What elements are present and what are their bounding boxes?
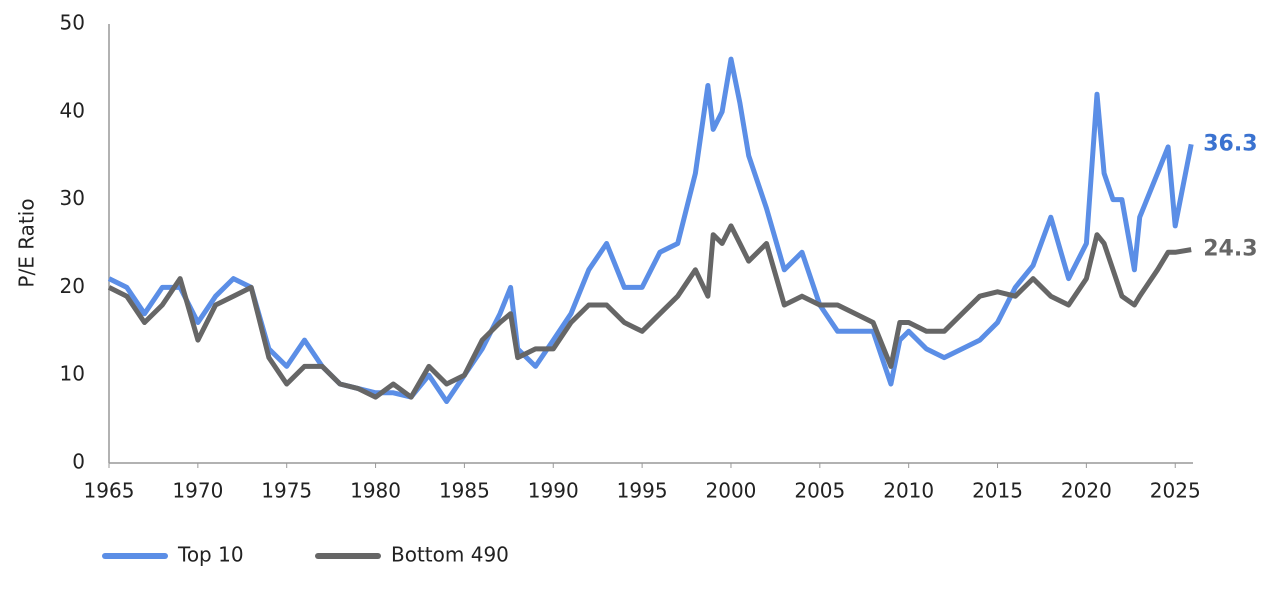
x-tick-label: 1980	[350, 479, 401, 503]
y-tick-label: 30	[60, 186, 85, 210]
series-line	[107, 56, 1194, 404]
y-tick-label: 40	[60, 98, 85, 122]
y-axis-label: P/E Ratio	[15, 198, 39, 287]
series-line	[107, 223, 1192, 400]
y-tick-label: 20	[60, 274, 85, 298]
x-tick-label: 2015	[972, 479, 1023, 503]
x-tick-label: 2020	[1061, 479, 1112, 503]
x-tick-label: 1990	[528, 479, 579, 503]
legend-label: Bottom 490	[391, 543, 509, 567]
y-tick-label: 50	[60, 11, 85, 35]
x-tick-label: 2000	[706, 479, 757, 503]
end-label: 36.3	[1203, 131, 1257, 156]
y-tick-label: 10	[60, 362, 85, 386]
x-tick-label: 1970	[172, 479, 223, 503]
x-tick-label: 1965	[84, 479, 135, 503]
x-tick-label: 2005	[794, 479, 845, 503]
x-tick-label: 2010	[883, 479, 934, 503]
x-tick-label: 2025	[1150, 479, 1201, 503]
x-tick-label: 1975	[261, 479, 312, 503]
x-tick-label: 1985	[439, 479, 490, 503]
y-tick-label: 0	[72, 450, 85, 474]
end-label: 24.3	[1203, 237, 1257, 262]
legend-label: Top 10	[177, 543, 244, 567]
x-tick-label: 1995	[617, 479, 668, 503]
